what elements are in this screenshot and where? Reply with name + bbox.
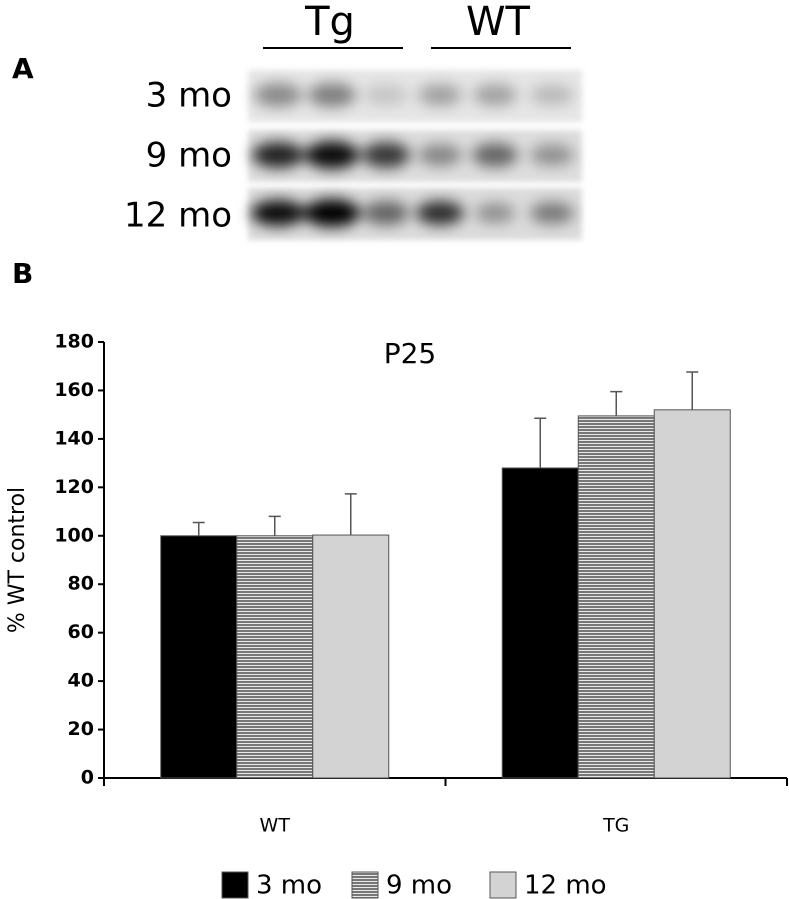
- chart-title: P25: [384, 337, 437, 370]
- bar: [577, 415, 655, 779]
- legend-label: 3 mo: [256, 871, 322, 899]
- x-tick-label: WT: [260, 815, 291, 837]
- bar: [653, 409, 731, 779]
- panel-label: B: [12, 257, 33, 290]
- group-label: WT: [466, 0, 531, 45]
- y-tick-label: 60: [68, 621, 94, 643]
- y-tick-label: 120: [54, 476, 94, 498]
- y-tick-label: 180: [54, 331, 94, 353]
- blot: [248, 70, 582, 240]
- error-bar: [686, 371, 699, 410]
- y-tick-label: 160: [54, 379, 94, 401]
- y-tick-label: 140: [54, 427, 94, 449]
- panel-label: A: [12, 52, 34, 85]
- legend-swatch: [351, 871, 379, 899]
- error-bar: [344, 493, 357, 536]
- bar: [160, 535, 238, 779]
- y-tick-label: 20: [68, 718, 94, 740]
- y-tick-label: 100: [54, 524, 94, 546]
- y-tick-label: 80: [68, 573, 94, 595]
- y-tick-label: 0: [81, 767, 94, 789]
- legend-swatch: [489, 871, 517, 899]
- bar: [236, 535, 314, 779]
- error-bar: [534, 417, 547, 468]
- y-axis-label: % WT control: [5, 487, 30, 633]
- legend-swatch: [221, 871, 249, 899]
- x-tick-label: TG: [602, 815, 629, 837]
- group-label: Tg: [304, 0, 355, 45]
- error-bar: [192, 521, 205, 536]
- legend-label: 12 mo: [524, 871, 607, 899]
- legend-label: 9 mo: [386, 871, 452, 899]
- bar: [501, 467, 579, 779]
- y-tick-label: 40: [68, 670, 94, 692]
- row-label: 3 mo: [146, 76, 232, 116]
- error-bar: [268, 515, 281, 536]
- error-bar: [610, 390, 623, 416]
- row-label: 12 mo: [124, 196, 232, 236]
- bar: [312, 534, 390, 779]
- row-label: 9 mo: [146, 136, 232, 176]
